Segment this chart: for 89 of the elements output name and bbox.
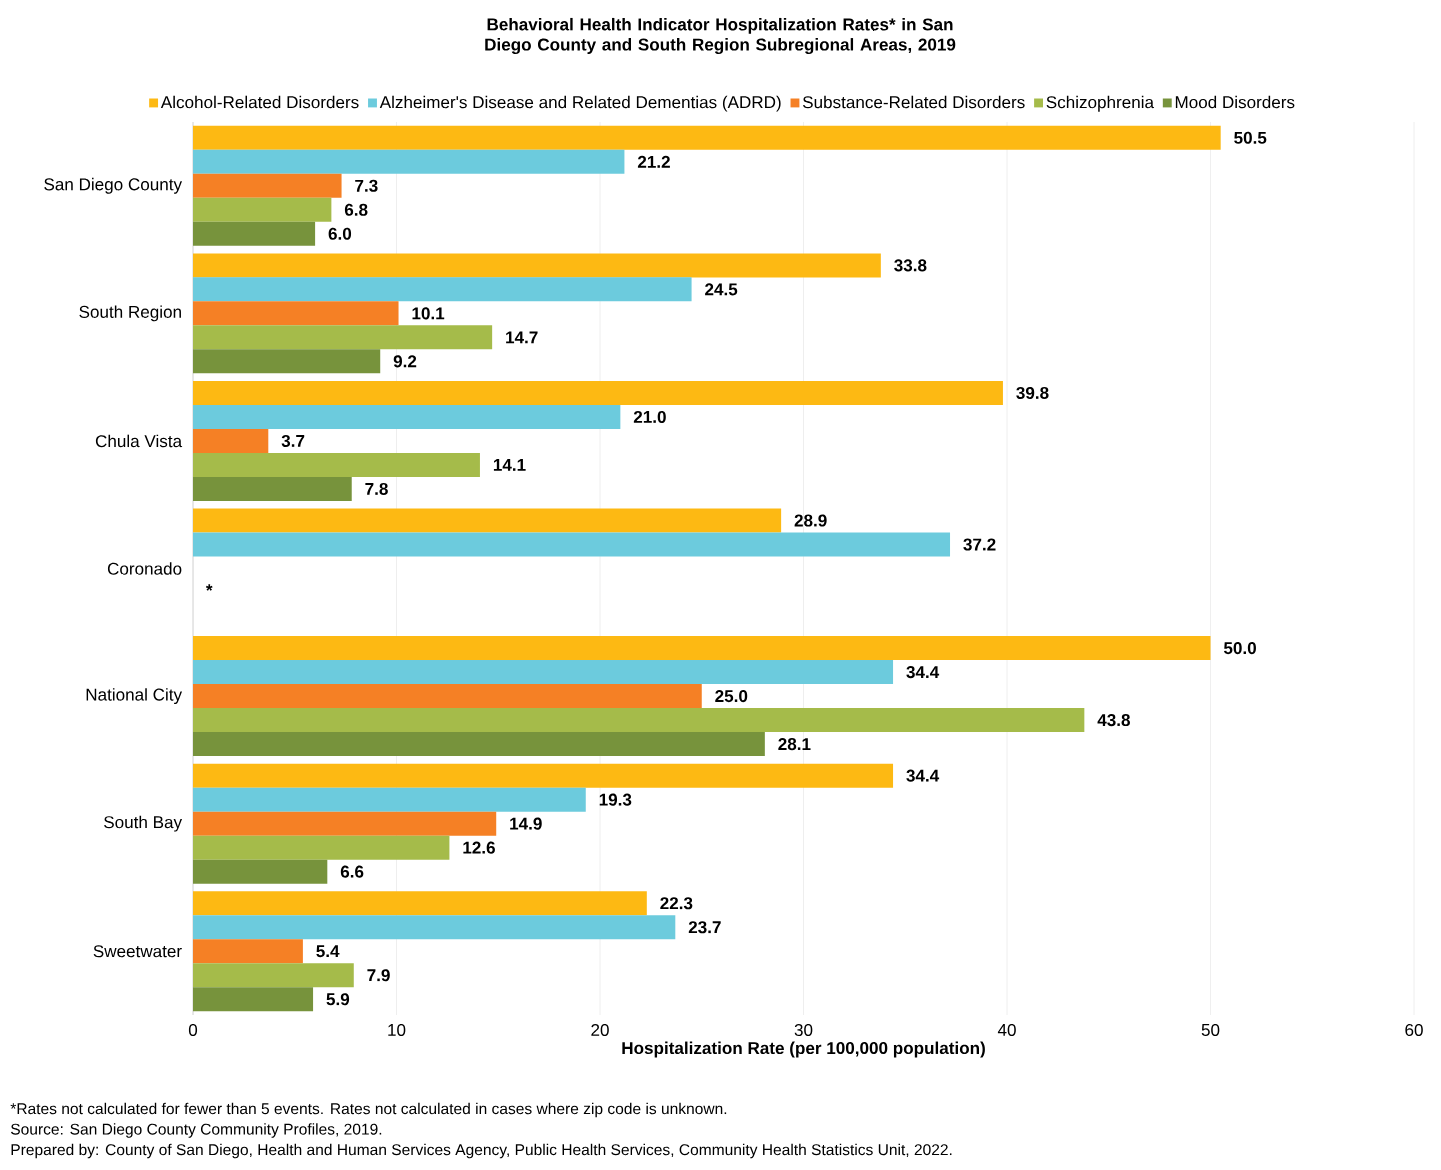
- bar: [193, 428, 269, 453]
- data-label: 5.4: [316, 945, 340, 958]
- data-label: 33.8: [894, 259, 927, 272]
- bar: [193, 149, 625, 174]
- bar: [193, 173, 342, 198]
- x-tick-label: 40: [997, 1023, 1016, 1037]
- data-label: 43.8: [1097, 714, 1130, 727]
- data-label: 5.9: [326, 993, 350, 1006]
- y-tick-label: South Bay: [104, 815, 183, 832]
- data-label: 3.7: [281, 434, 305, 447]
- data-label: 25.0: [715, 690, 748, 703]
- bar: [193, 125, 1221, 150]
- data-label: 6.6: [340, 865, 364, 878]
- data-label: 6.8: [344, 203, 368, 216]
- bar: [193, 253, 881, 278]
- y-tick-label: Coronado: [107, 562, 182, 575]
- bar: [193, 660, 894, 685]
- bar: [193, 891, 647, 916]
- bar: [193, 859, 328, 884]
- y-tick-label: Sweetwater: [93, 945, 182, 958]
- bar: [193, 915, 676, 940]
- bar: [193, 197, 332, 222]
- data-label: 28.9: [794, 514, 827, 527]
- data-label: 14.9: [510, 817, 542, 830]
- text: Prepared by: County of San Diego, Health and Human Services Agency, Public Health Services, Community Health Statistics Unit, 2022.: [11, 1143, 952, 1159]
- bar: [193, 811, 497, 836]
- data-label: 22.3: [660, 897, 693, 910]
- bar: [193, 787, 586, 812]
- x-tick-label: 60: [1405, 1023, 1423, 1037]
- bar: [193, 939, 303, 964]
- source-note: Source: San Diego County Community Profiles, 2019.: [10, 1123, 382, 1138]
- data-label: 21.0: [633, 410, 666, 423]
- annotation: *: [205, 584, 213, 591]
- y-tick-label: South Region: [79, 305, 181, 322]
- bar: [193, 221, 316, 246]
- bar: [193, 349, 381, 374]
- bar: [193, 277, 692, 302]
- y-tick-label: San Diego County: [44, 177, 183, 194]
- data-label: 28.1: [778, 738, 811, 751]
- data-label: 14.7: [506, 331, 538, 344]
- text: *Rates not calculated for fewer than 5 events. Rates not calculated in cases where zip code is unknown.: [10, 1102, 727, 1118]
- data-label: 7.8: [365, 482, 388, 495]
- data-label: 50.5: [1234, 131, 1267, 144]
- bar: [193, 301, 399, 326]
- legend-label: Mood Disorders: [1175, 95, 1295, 109]
- data-label: 7.9: [367, 969, 390, 982]
- bar: [193, 963, 354, 988]
- legend-label: Alzheimer's Disease and Related Dementias (ADRD): [379, 95, 781, 112]
- data-label: 34.4: [906, 666, 940, 679]
- bar: [193, 508, 782, 533]
- x-tick-label: 0: [188, 1023, 198, 1037]
- bar: [193, 987, 314, 1012]
- chart-title: Behavioral Health Indicator Hospitalization Rates* in San Diego County and South Region Subregional Areas, 2019: [485, 17, 956, 55]
- bar: [193, 404, 621, 429]
- data-label: 50.0: [1223, 642, 1256, 655]
- x-tick-label: 20: [591, 1023, 609, 1037]
- x-tick-label: 50: [1201, 1023, 1220, 1037]
- data-label: 14.1: [493, 459, 526, 471]
- bar: [193, 732, 765, 757]
- bar: [193, 452, 480, 477]
- x-axis-title: Hospitalization Rate (per 100,000 population): [622, 1041, 985, 1058]
- bar: [193, 684, 702, 709]
- bar: [193, 532, 951, 557]
- legend-label: Alcohol-Related Disorders: [160, 95, 359, 109]
- data-label: 19.3: [599, 793, 632, 806]
- data-label: 10.1: [412, 307, 445, 320]
- y-tick-label: Chula Vista: [95, 434, 183, 448]
- bar: [193, 835, 450, 860]
- data-label: 37.2: [963, 538, 996, 551]
- data-label: 34.4: [906, 769, 940, 782]
- bar: [193, 708, 1085, 733]
- bar: [193, 763, 894, 788]
- data-label: 23.7: [688, 921, 721, 934]
- data-label: 7.3: [355, 179, 378, 192]
- data-label: 39.8: [1016, 386, 1049, 400]
- x-tick-label: 10: [388, 1023, 406, 1037]
- data-label: 24.5: [705, 283, 738, 296]
- data-label: 9.2: [393, 355, 417, 368]
- data-label: 12.6: [463, 841, 495, 854]
- bar: [193, 380, 1003, 405]
- data-label: 21.2: [637, 155, 670, 168]
- legend-label: Schizophrenia: [1046, 95, 1155, 112]
- bar: [193, 476, 352, 501]
- bar: [193, 325, 493, 350]
- y-tick-label: National City: [86, 688, 183, 705]
- legend-label: Substance-Related Disorders: [802, 95, 1025, 109]
- x-tick-label: 30: [794, 1023, 813, 1037]
- data-label: 6.0: [328, 227, 352, 240]
- bar: [193, 636, 1211, 661]
